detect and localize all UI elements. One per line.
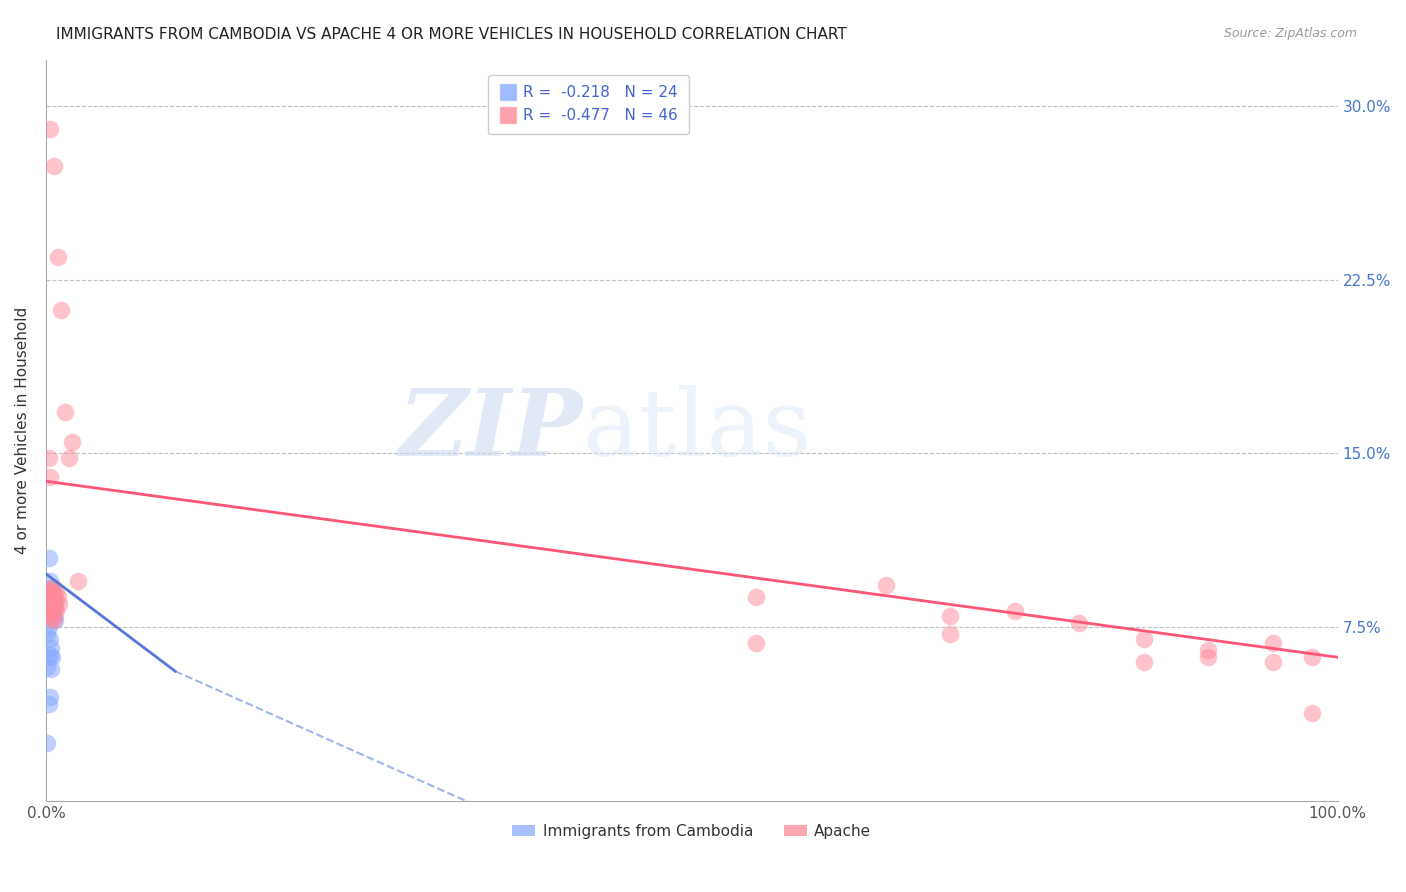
- Point: [38, 650, 60, 665]
- Point: [37, 627, 59, 641]
- Point: [1261, 636, 1284, 650]
- Point: [42, 590, 65, 604]
- Point: [38, 592, 60, 607]
- Point: [939, 608, 962, 623]
- Point: [39, 608, 62, 623]
- Point: [38, 604, 60, 618]
- Point: [48, 597, 70, 611]
- Text: IMMIGRANTS FROM CAMBODIA VS APACHE 4 OR MORE VEHICLES IN HOUSEHOLD CORRELATION C: IMMIGRANTS FROM CAMBODIA VS APACHE 4 OR …: [56, 27, 846, 42]
- Point: [1198, 650, 1220, 665]
- Point: [38, 597, 60, 611]
- Point: [37, 604, 59, 618]
- Point: [42, 608, 65, 623]
- Text: ZIP: ZIP: [398, 385, 582, 475]
- Point: [39, 595, 62, 609]
- Point: [58, 450, 80, 465]
- Point: [38, 450, 60, 465]
- Point: [1133, 632, 1156, 646]
- Point: [38, 122, 60, 136]
- Point: [37, 659, 59, 673]
- Text: Source: ZipAtlas.com: Source: ZipAtlas.com: [1223, 27, 1357, 40]
- Point: [37, 590, 59, 604]
- Point: [41, 611, 63, 625]
- Point: [44, 597, 66, 611]
- Point: [745, 636, 768, 650]
- Point: [1069, 615, 1091, 630]
- Point: [37, 736, 59, 750]
- Y-axis label: 4 or more Vehicles in Household: 4 or more Vehicles in Household: [15, 307, 30, 554]
- Point: [38, 620, 60, 634]
- Point: [38, 632, 60, 646]
- Point: [1198, 643, 1220, 657]
- Point: [1261, 655, 1284, 669]
- Point: [45, 604, 67, 618]
- Point: [38, 550, 60, 565]
- Point: [39, 662, 62, 676]
- Point: [45, 585, 67, 599]
- Point: [42, 613, 65, 627]
- Point: [44, 601, 66, 615]
- Point: [745, 590, 768, 604]
- Point: [41, 585, 63, 599]
- Point: [1301, 706, 1323, 720]
- Text: atlas: atlas: [582, 385, 811, 475]
- Point: [67, 574, 90, 588]
- Point: [41, 597, 63, 611]
- Point: [39, 597, 62, 611]
- Point: [42, 597, 65, 611]
- Point: [1301, 650, 1323, 665]
- Point: [42, 581, 65, 595]
- Point: [39, 581, 62, 595]
- Point: [46, 250, 69, 264]
- Point: [41, 581, 63, 595]
- Point: [939, 627, 962, 641]
- Point: [60, 434, 83, 449]
- Legend: Immigrants from Cambodia, Apache: Immigrants from Cambodia, Apache: [506, 818, 877, 845]
- Point: [41, 604, 63, 618]
- Point: [39, 585, 62, 599]
- Point: [38, 697, 60, 711]
- Point: [1133, 655, 1156, 669]
- Point: [38, 595, 60, 609]
- Point: [39, 640, 62, 655]
- Point: [44, 613, 66, 627]
- Point: [38, 648, 60, 662]
- Point: [38, 604, 60, 618]
- Point: [42, 159, 65, 173]
- Point: [38, 690, 60, 704]
- Point: [51, 302, 73, 317]
- Point: [46, 590, 69, 604]
- Point: [38, 574, 60, 588]
- Point: [44, 590, 66, 604]
- Point: [875, 578, 897, 592]
- Point: [41, 650, 63, 665]
- Point: [38, 585, 60, 599]
- Point: [53, 405, 76, 419]
- Point: [38, 469, 60, 483]
- Point: [1004, 604, 1026, 618]
